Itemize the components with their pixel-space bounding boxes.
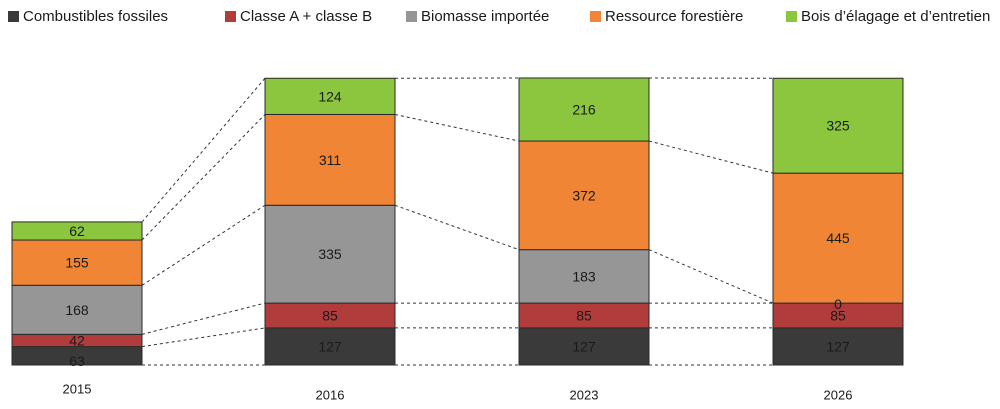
bar-segment-2016-2: [264, 204, 396, 304]
bar-segment-2023-0: [518, 327, 650, 366]
category-label: 2026: [824, 388, 853, 403]
bar-segment-2023-3: [518, 140, 650, 251]
connector-line: [141, 114, 266, 241]
data-label: 0: [834, 296, 842, 312]
data-label: 168: [65, 302, 89, 318]
bar-segment-2023-4: [518, 77, 650, 142]
legend-item-1: Classe A + classe B: [225, 8, 372, 25]
legend-swatch: [406, 11, 417, 22]
data-label: 85: [322, 308, 338, 324]
legend-label: Bois d’élagage et d’entretien: [801, 8, 991, 25]
category-label: 2016: [316, 388, 345, 403]
legend-label: Ressource forestière: [605, 8, 744, 25]
bar-segment-2015-2: [11, 284, 143, 335]
legend-swatch: [8, 11, 19, 22]
legend-label: Classe A + classe B: [240, 8, 373, 25]
legend-item-3: Ressource forestière: [590, 8, 743, 25]
category-label: 2023: [570, 388, 599, 403]
data-label: 62: [69, 223, 85, 239]
legend-swatch: [590, 11, 601, 22]
connector-line: [141, 77, 266, 223]
data-label: 372: [572, 187, 596, 203]
data-label: 63: [69, 353, 85, 369]
data-label: 216: [572, 102, 596, 118]
bar-segment-2015-4: [11, 221, 143, 241]
chart-legend: Combustibles fossiles Classe A + classe B…: [0, 8, 1000, 32]
legend-label: Combustibles fossiles: [23, 8, 169, 25]
data-label: 85: [830, 308, 846, 324]
data-label: 155: [65, 255, 89, 271]
data-label: 85: [576, 308, 592, 324]
data-label: 127: [826, 338, 850, 354]
data-label: 124: [318, 88, 342, 104]
bar-segment-2016-1: [264, 302, 396, 329]
legend-item-0: Combustibles fossiles: [8, 8, 168, 25]
connector-line: [394, 204, 520, 251]
category-label: 2015: [63, 382, 92, 397]
bar-segment-2023-2: [518, 249, 650, 304]
data-label: 183: [572, 268, 596, 284]
legend-item-2: Biomasse importée: [406, 8, 549, 25]
data-label: 42: [69, 332, 85, 348]
bar-segment-2016-3: [264, 113, 396, 206]
connector-line: [141, 327, 266, 348]
connector-line: [141, 204, 266, 286]
connector-line: [648, 249, 774, 304]
connector-line: [394, 113, 520, 142]
legend-item-4: Bois d’élagage et d’entretien: [786, 8, 990, 25]
legend-swatch: [225, 11, 236, 22]
bar-segment-2015-3: [11, 239, 143, 286]
data-label: 325: [826, 118, 850, 134]
legend-label: Biomasse importée: [421, 8, 550, 25]
bar-segment-2016-4: [264, 77, 396, 115]
bar-segment-2026-0: [772, 327, 904, 366]
data-label: 311: [319, 152, 342, 168]
data-label: 445: [826, 230, 850, 246]
legend-swatch: [786, 11, 797, 22]
data-label: 127: [572, 338, 596, 354]
data-label: 335: [318, 246, 342, 262]
connector-line: [648, 140, 774, 174]
connector-line: [141, 302, 266, 335]
bar-segment-2016-0: [264, 327, 396, 366]
bar-segment-2026-4: [772, 77, 904, 174]
data-label: 127: [318, 338, 342, 354]
